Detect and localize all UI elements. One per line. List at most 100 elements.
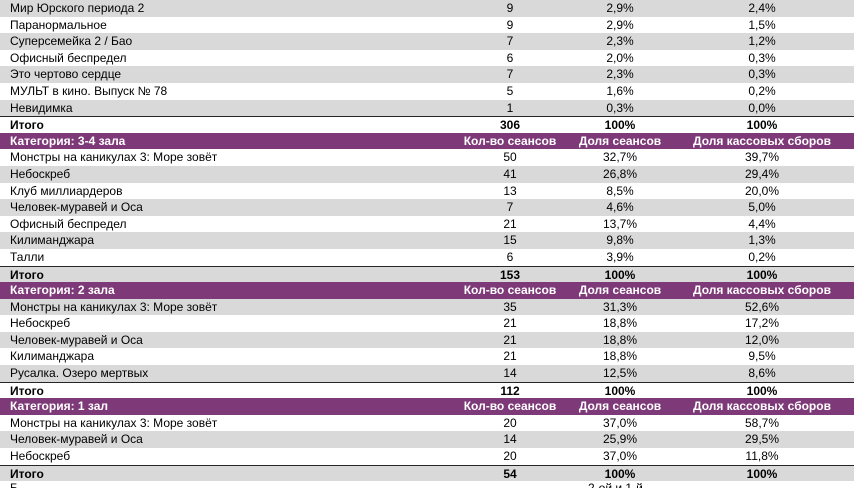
table-row: Человек-муравей и Оса 7 4,6% 5,0% — [0, 199, 854, 216]
table-row: Человек-муравей и Оса 14 25,9% 29,5% — [0, 431, 854, 449]
boxoffice-share-cell: 5,0% — [748, 200, 776, 215]
movie-title-cell: Килиманджара — [10, 233, 94, 248]
movie-title-cell: Небоскреб — [10, 316, 71, 331]
sessions-share-cell: 2,9% — [606, 17, 634, 32]
total-row: Итого 306 100% 100% — [0, 116, 854, 133]
table-row: Монстры на каникулах 3: Море зовёт 50 32,7… — [0, 149, 854, 166]
sessions-share-cell: 37,0% — [602, 449, 638, 464]
boxoffice-share-cell: 9,5% — [748, 349, 776, 364]
clipped-bottom-text-row: Б 2-ой и 1-й — [0, 481, 854, 488]
movie-title-cell: Офисный беспредел — [10, 216, 127, 231]
boxoffice-share-cell: 29,5% — [744, 432, 780, 447]
movie-title-cell: Монстры на каникулах 3: Море зовёт — [10, 299, 218, 314]
boxoffice-share-cell: 0,3% — [748, 50, 776, 65]
movie-title-cell: Человек-муравей и Оса — [10, 200, 143, 215]
boxoffice-share-cell: 52,6% — [744, 299, 780, 314]
total-sessions-count-cell: 153 — [499, 267, 521, 282]
column-header: Доля сеансов — [578, 283, 662, 298]
boxoffice-share-cell: 1,5% — [748, 17, 776, 32]
total-sessions-share-cell: 100% — [604, 118, 636, 133]
total-label: Итого — [10, 267, 44, 282]
boxoffice-share-cell: 8,6% — [748, 366, 776, 381]
total-row: Итого 54 100% 100% — [0, 464, 854, 482]
table-row: Килиманджара 15 9,8% 1,3% — [0, 232, 854, 249]
sessions-share-cell: 0,3% — [606, 100, 634, 115]
movie-title-cell: Человек-муравей и Оса — [10, 332, 143, 347]
sessions-share-cell: 26,8% — [602, 166, 638, 181]
table-row: Это чертово сердце 7 2,3% 0,3% — [0, 66, 854, 83]
boxoffice-share-cell: 2,4% — [748, 1, 776, 15]
sessions-share-cell: 2,0% — [606, 50, 634, 65]
sessions-share-cell: 32,7% — [602, 150, 638, 165]
sessions-share-cell: 1,6% — [606, 83, 634, 98]
movie-title-cell: Невидимка — [10, 100, 73, 115]
column-header: Доля кассовых сборов — [693, 133, 831, 148]
sessions-count-cell: 35 — [503, 299, 517, 314]
total-sessions-count-cell: 54 — [503, 466, 517, 481]
category-header-row: Категория: 3-4 зала Кол-во сеансов Доля се… — [0, 132, 854, 150]
sessions-count-cell: 15 — [503, 233, 517, 248]
table-row: Паранормальное 9 2,9% 1,5% — [0, 16, 854, 34]
table-row: Килиманджара 21 18,8% 9,5% — [0, 348, 854, 366]
boxoffice-share-cell: 1,3% — [748, 233, 776, 248]
category-label: Категория: 1 зал — [10, 399, 109, 414]
movie-title-cell: Килиманджара — [10, 349, 94, 364]
movie-title-cell: Монстры на каникулах 3: Море зовёт — [10, 415, 218, 430]
boxoffice-share-cell: 58,7% — [744, 415, 780, 430]
boxoffice-share-cell: 20,0% — [744, 183, 780, 198]
sessions-count-cell: 7 — [506, 67, 514, 82]
sessions-count-cell: 20 — [503, 415, 517, 430]
total-sessions-share-cell: 100% — [604, 267, 636, 282]
movie-title-cell: Суперсемейка 2 / Бао — [10, 34, 133, 49]
boxoffice-share-cell: 0,3% — [748, 67, 776, 82]
sessions-count-cell: 21 — [503, 216, 517, 231]
sessions-count-cell: 21 — [503, 332, 517, 347]
total-sessions-count-cell: 112 — [500, 383, 520, 398]
sessions-share-cell: 18,8% — [602, 332, 638, 347]
sessions-share-cell: 3,9% — [606, 249, 634, 264]
column-header: Доля сеансов — [578, 399, 662, 414]
total-label: Итого — [10, 118, 44, 133]
total-boxoffice-share-cell: 100% — [746, 118, 778, 133]
movie-title-cell: Русалка. Озеро мертвых — [10, 366, 149, 381]
boxoffice-share-cell: 39,7% — [744, 150, 780, 165]
sessions-count-cell: 20 — [503, 449, 517, 464]
boxoffice-share-cell: 0,2% — [748, 83, 776, 98]
sessions-share-cell: 18,8% — [602, 316, 638, 331]
table-row: Талли 6 3,9% 0,2% — [0, 248, 854, 266]
table-row: Человек-муравей и Оса 21 18,8% 12,0% — [0, 331, 854, 349]
boxoffice-share-cell: 12,0% — [744, 332, 780, 347]
sessions-count-cell: 1 — [506, 100, 514, 115]
table-row: Офисный беспредел 6 2,0% 0,3% — [0, 49, 854, 67]
sessions-count-cell: 21 — [503, 316, 517, 331]
sessions-count-cell: 9 — [506, 1, 514, 15]
table-row: Мир Юрского периода 2 9 2,9% 2,4% — [0, 0, 854, 17]
sessions-share-cell: 18,8% — [602, 349, 638, 364]
movie-title-cell: Офисный беспредел — [10, 50, 127, 65]
movie-title-cell: Клуб миллиардеров — [10, 183, 123, 198]
total-row: Итого 153 100% 100% — [0, 265, 854, 283]
sessions-count-cell: 6 — [506, 249, 514, 264]
category-label: Категория: 3-4 зала — [10, 133, 126, 148]
total-row: Итого 112 100% 100% — [0, 381, 854, 399]
table-row: Монстры на каникулах 3: Море зовёт 35 31,3… — [0, 298, 854, 316]
table-row: Монстры на каникулах 3: Море зовёт 20 37,0… — [0, 414, 854, 432]
sessions-count-cell: 7 — [506, 200, 514, 215]
total-sessions-share-cell: 100% — [604, 466, 636, 481]
sessions-count-cell: 9 — [506, 17, 514, 32]
column-header: Доля кассовых сборов — [693, 283, 831, 298]
sessions-share-cell: 25,9% — [602, 432, 638, 447]
table-row: Небоскреб 20 37,0% 11,8% — [0, 448, 854, 465]
clipped-text-fragment-middle: 2-ой и 1-й — [588, 481, 643, 488]
movie-title-cell: МУЛЬТ в кино. Выпуск № 78 — [10, 83, 168, 98]
sessions-share-cell: 9,8% — [606, 233, 634, 248]
column-header: Кол-во сеансов — [463, 283, 557, 298]
column-header: Доля сеансов — [578, 133, 662, 148]
table-row: Небоскреб 21 18,8% 17,2% — [0, 315, 854, 332]
sessions-count-cell: 6 — [506, 50, 514, 65]
sessions-count-cell: 13 — [503, 183, 517, 198]
total-boxoffice-share-cell: 100% — [746, 267, 778, 282]
movie-title-cell: Паранормальное — [10, 17, 107, 32]
column-header: Доля кассовых сборов — [693, 399, 831, 414]
